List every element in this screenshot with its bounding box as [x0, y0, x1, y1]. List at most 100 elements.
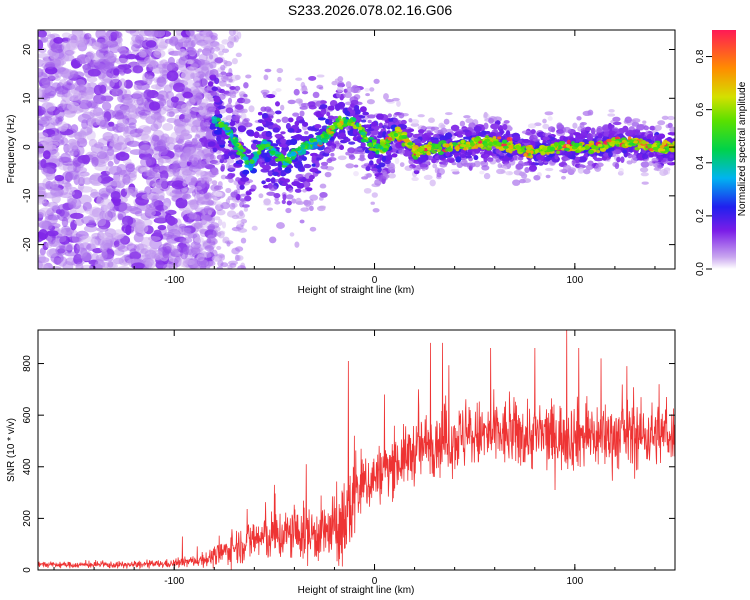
noise-speckle	[237, 31, 242, 40]
spectral-halo	[225, 83, 232, 88]
noise-speckle	[221, 48, 230, 54]
spectral-halo	[561, 175, 566, 180]
noise-speckle	[216, 245, 222, 250]
spectral-halo	[330, 152, 335, 157]
spectral-halo	[329, 99, 338, 107]
spectral-halo	[659, 169, 668, 177]
spectral-halo	[245, 74, 252, 79]
noise-speckle	[197, 161, 206, 166]
spectral-halo	[245, 190, 252, 196]
spectral-halo	[369, 87, 375, 92]
noise-speckle	[190, 149, 198, 158]
noise-speckle	[170, 96, 179, 103]
spectral-halo	[376, 158, 382, 165]
noise-speckle	[49, 150, 60, 158]
noise-speckle	[38, 198, 45, 205]
noise-speckle	[157, 224, 167, 231]
spectral-halo	[339, 132, 346, 138]
noise-speckle	[151, 134, 160, 142]
spectral-halo	[369, 160, 374, 166]
spectral-halo	[583, 168, 591, 175]
spectral-halo	[317, 205, 326, 212]
spectral-halo	[608, 108, 615, 113]
spectral-halo	[285, 122, 291, 130]
noise-speckle	[150, 113, 163, 121]
noise-speckle	[140, 236, 153, 247]
spectral-halo	[417, 114, 425, 118]
spectral-halo	[527, 123, 537, 129]
noise-speckle	[228, 178, 234, 183]
spectral-halo	[261, 180, 266, 185]
spectral-halo	[211, 86, 219, 91]
spectral-halo	[299, 106, 308, 110]
noise-speckle	[76, 243, 85, 250]
spectral-halo	[275, 101, 280, 107]
noise-speckle	[115, 58, 129, 65]
noise-speckle	[52, 239, 60, 248]
noise-speckle	[178, 61, 188, 72]
spectral-halo	[451, 162, 457, 166]
spectral-halo	[438, 155, 445, 159]
spectral-halo	[463, 136, 472, 140]
spectral-halo	[258, 193, 264, 199]
noise-speckle	[67, 197, 78, 206]
figure-title: S233.2026.078.02.16.G06	[288, 2, 452, 18]
spectral-halo	[243, 207, 249, 212]
noise-speckle	[190, 33, 196, 38]
noise-speckle	[100, 193, 109, 200]
spectral-halo	[326, 111, 331, 117]
noise-speckle	[41, 220, 53, 231]
spectral-halo	[571, 159, 576, 166]
noise-speckle	[54, 174, 65, 182]
noise-speckle	[75, 262, 84, 269]
spectral-halo	[421, 133, 429, 141]
noise-speckle	[181, 51, 189, 56]
spectral-halo	[210, 123, 215, 130]
spectral-halo	[295, 77, 303, 81]
spectral-halo	[348, 141, 356, 145]
noise-speckle	[204, 194, 210, 200]
noise-speckle	[193, 221, 203, 230]
spectral-halo	[337, 76, 344, 82]
spectral-halo	[367, 152, 375, 160]
noise-speckle	[190, 125, 199, 133]
spectral-halo	[213, 191, 223, 197]
spectral-halo	[576, 116, 582, 121]
spectral-halo	[640, 161, 650, 168]
noise-speckle	[61, 216, 69, 228]
noise-speckle	[47, 201, 59, 209]
spectral-halo	[622, 149, 628, 154]
noise-speckle	[38, 182, 49, 191]
spectral-halo	[353, 105, 360, 110]
spectral-halo	[347, 147, 356, 154]
noise-speckle	[194, 214, 201, 223]
spectral-halo	[394, 157, 400, 165]
spectral-halo	[624, 116, 632, 124]
noise-speckle	[209, 61, 217, 69]
spectral-halo	[344, 111, 351, 116]
spectral-halo	[456, 161, 464, 169]
spectral-halo	[408, 158, 415, 165]
spectral-halo	[220, 163, 226, 171]
spectral-halo	[669, 154, 674, 159]
noise-speckle	[102, 109, 117, 119]
spectral-halo	[285, 194, 294, 200]
spectral-halo	[385, 99, 394, 103]
noise-speckle	[162, 123, 174, 131]
spectral-halo	[556, 122, 563, 130]
spectral-halo	[584, 126, 592, 132]
spectral-halo	[334, 103, 341, 111]
spectral-halo	[667, 158, 674, 162]
noise-speckle	[155, 190, 165, 200]
spectral-halo	[547, 116, 553, 121]
noise-speckle	[122, 97, 136, 106]
spectral-halo	[456, 134, 464, 138]
noise-speckle	[237, 265, 247, 269]
spectral-halo	[473, 155, 479, 161]
spectral-halo	[542, 123, 550, 130]
noise-speckle	[186, 212, 197, 218]
noise-speckle	[46, 33, 56, 40]
noise-speckle	[45, 61, 55, 69]
noise-speckle	[144, 209, 156, 217]
spectral-halo	[224, 60, 233, 67]
